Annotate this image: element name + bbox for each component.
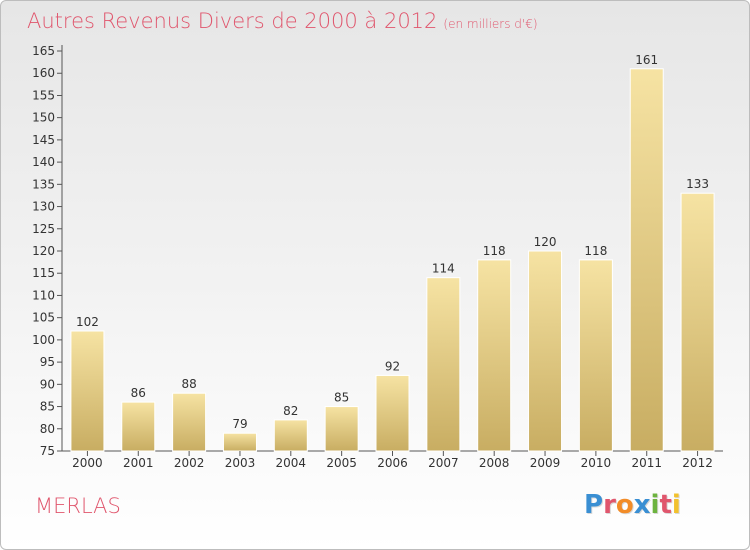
chart-unit: (en milliers d'€) xyxy=(443,17,538,31)
chart-title: Autres Revenus Divers de 2000 à 2012 (en … xyxy=(27,9,538,33)
x-tick-label: 2001 xyxy=(123,456,154,470)
x-tick-label: 2005 xyxy=(326,456,357,470)
bar-value-label: 114 xyxy=(432,262,455,276)
bar xyxy=(578,259,613,452)
x-tick-label: 2009 xyxy=(530,456,561,470)
logo-letter: x xyxy=(633,490,651,520)
y-tick-label: 145 xyxy=(32,133,55,147)
bar xyxy=(375,374,410,452)
y-tick-label: 160 xyxy=(32,66,55,80)
bar xyxy=(477,259,512,452)
bar xyxy=(70,330,105,452)
x-tick-label: 2004 xyxy=(276,456,307,470)
x-tick-label: 2011 xyxy=(631,456,662,470)
y-tick-label: 150 xyxy=(32,111,55,125)
place-name: MERLAS xyxy=(35,494,121,518)
bar xyxy=(528,250,563,452)
y-tick-label: 95 xyxy=(40,355,55,369)
bar-value-label: 133 xyxy=(686,177,709,191)
bar-value-label: 79 xyxy=(232,417,247,431)
proxiti-logo: Proxiti xyxy=(584,490,681,520)
bar xyxy=(324,406,359,452)
bar xyxy=(222,432,257,452)
x-tick-label: 2012 xyxy=(682,456,713,470)
x-tick-label: 2007 xyxy=(428,456,459,470)
x-tick-label: 2000 xyxy=(72,456,103,470)
logo-letter: r xyxy=(603,490,616,520)
bar-value-label: 118 xyxy=(584,244,607,258)
logo-letter: t xyxy=(659,490,672,520)
logo-letter: o xyxy=(615,490,634,520)
y-tick-label: 125 xyxy=(32,222,55,236)
bar-value-label: 88 xyxy=(181,377,196,391)
y-tick-label: 90 xyxy=(40,377,55,391)
y-tick-label: 165 xyxy=(32,44,55,58)
logo-letter: P xyxy=(584,490,604,520)
bar xyxy=(680,192,715,452)
y-tick-label: 80 xyxy=(40,422,55,436)
bar xyxy=(121,401,156,452)
y-tick-label: 130 xyxy=(32,200,55,214)
bar xyxy=(426,277,461,452)
x-tick-label: 2003 xyxy=(225,456,256,470)
logo-letter: i xyxy=(671,490,681,520)
y-tick-label: 75 xyxy=(40,444,55,458)
bar-value-label: 92 xyxy=(385,359,400,373)
y-tick-label: 85 xyxy=(40,400,55,414)
bar-value-label: 118 xyxy=(483,244,506,258)
y-tick-label: 105 xyxy=(32,311,55,325)
bar xyxy=(172,392,207,452)
y-tick-label: 135 xyxy=(32,177,55,191)
y-tick-label: 100 xyxy=(32,333,55,347)
x-tick-label: 2010 xyxy=(581,456,612,470)
y-tick-label: 155 xyxy=(32,88,55,102)
y-tick-label: 115 xyxy=(32,266,55,280)
y-tick-label: 120 xyxy=(32,244,55,258)
logo-letter: i xyxy=(650,490,660,520)
bar-value-label: 120 xyxy=(534,235,557,249)
bar-value-label: 86 xyxy=(131,386,146,400)
bar-value-label: 102 xyxy=(76,315,99,329)
x-tick-label: 2006 xyxy=(377,456,408,470)
y-tick-label: 110 xyxy=(32,288,55,302)
y-tick-label: 140 xyxy=(32,155,55,169)
bar xyxy=(273,419,308,452)
bar xyxy=(629,68,664,452)
bar-value-label: 85 xyxy=(334,391,349,405)
bar-value-label: 161 xyxy=(635,53,658,67)
x-tick-label: 2002 xyxy=(174,456,205,470)
x-tick-label: 2008 xyxy=(479,456,510,470)
chart-title-text: Autres Revenus Divers de 2000 à 2012 xyxy=(27,9,438,33)
bar-value-label: 82 xyxy=(283,404,298,418)
